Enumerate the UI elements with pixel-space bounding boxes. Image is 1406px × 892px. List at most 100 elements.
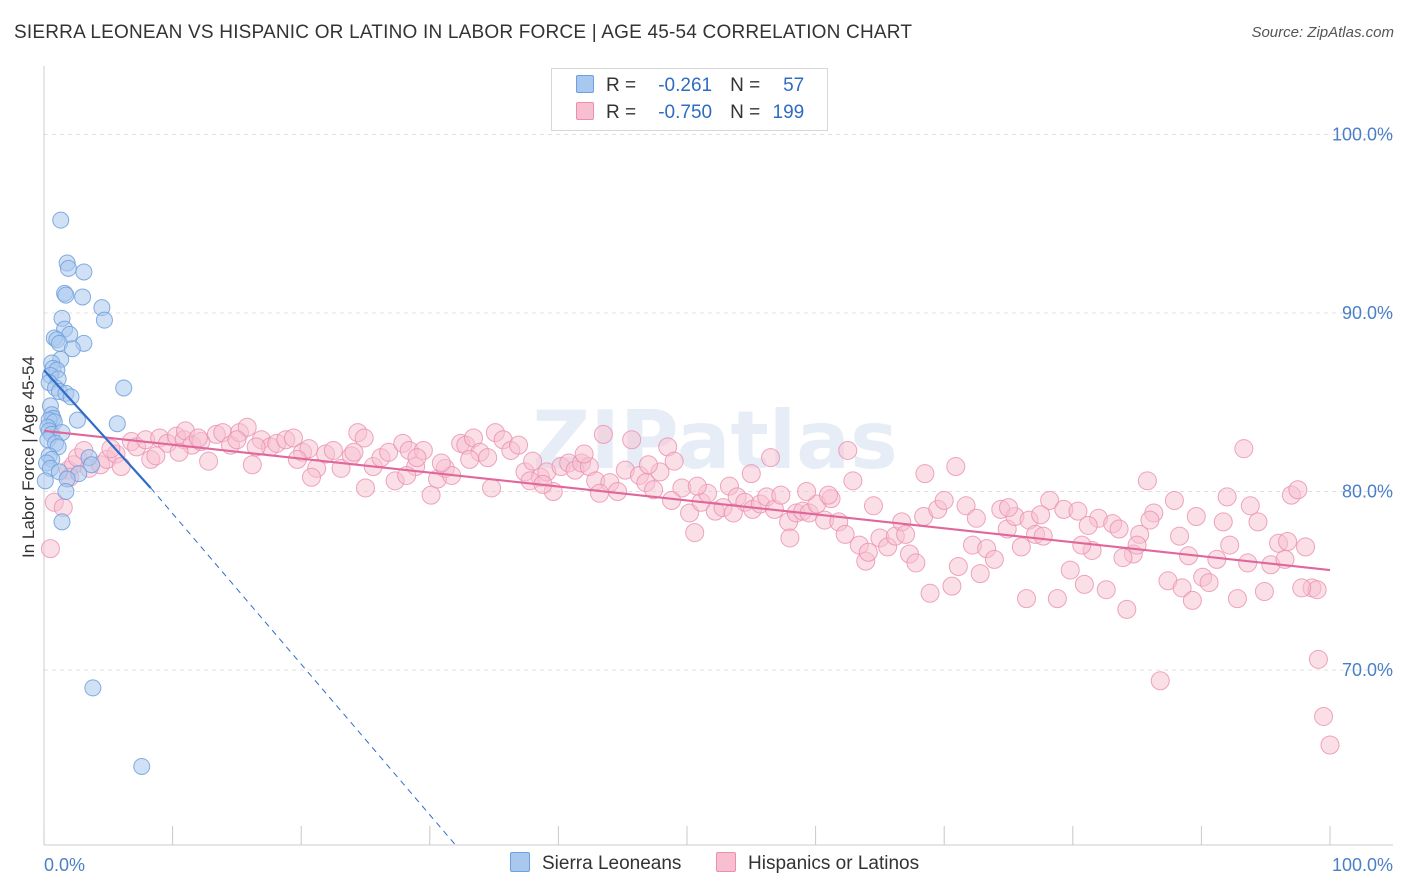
pink-point [283, 428, 303, 448]
pink-point [169, 442, 189, 462]
legend-n-value: 57 [783, 75, 805, 96]
pink-point [797, 482, 817, 502]
pink-point [1074, 574, 1094, 594]
legend-n-label: N = [730, 102, 761, 123]
pink-point [761, 448, 781, 468]
blue-point [59, 259, 77, 277]
pink-point [1033, 526, 1053, 546]
blue-trend-line [43, 369, 152, 489]
x-tick-label: 100.0% [1332, 855, 1393, 875]
bottom-legend-label-blue: Sierra Leoneans [542, 853, 682, 874]
pink-point [863, 496, 883, 516]
blue-point [75, 263, 93, 281]
pink-point [999, 498, 1018, 518]
blue-point [52, 211, 70, 229]
pink-point [1314, 706, 1334, 726]
blue-series-points [36, 211, 151, 775]
pink-series-points [40, 417, 1340, 755]
pink-point [379, 442, 399, 462]
blue-point [62, 388, 80, 406]
pink-point [956, 496, 976, 516]
bottom-legend-swatch-blue [510, 852, 530, 872]
y-tick-label: 100.0% [1332, 124, 1393, 144]
pink-point [1248, 512, 1268, 532]
pink-point [1078, 515, 1098, 535]
bottom-legend-label-pink: Hispanics or Latinos [748, 853, 920, 874]
pink-point [1170, 526, 1190, 546]
pink-point [771, 485, 791, 505]
pink-point [199, 451, 219, 471]
legend-r-value: -0.750 [658, 102, 713, 123]
pink-point [482, 478, 502, 498]
pink-point [1213, 512, 1233, 532]
pink-point [421, 485, 441, 505]
pink-point [1186, 507, 1206, 527]
pink-point [1240, 496, 1260, 516]
pink-point [1288, 480, 1308, 500]
trend-lines [43, 369, 1331, 846]
legend-swatch-pink [576, 102, 594, 120]
pink-point [227, 430, 247, 450]
legend-row-blue: R = -0.261 N = 57 [576, 75, 804, 99]
pink-point [1072, 535, 1092, 555]
pink-point [1117, 599, 1137, 619]
pink-trend-line [43, 429, 1331, 572]
pink-point [237, 417, 257, 437]
pink-point [1172, 578, 1192, 598]
pink-point [1278, 532, 1298, 552]
y-tick-label: 90.0% [1342, 303, 1393, 323]
legend-r-value: -0.261 [658, 75, 713, 96]
pink-point [838, 440, 858, 460]
bottom-legend-pink: Hispanics or Latinos [716, 852, 919, 875]
pink-point [1109, 519, 1129, 539]
blue-point [57, 483, 75, 501]
x-tick-labels: 0.0% 100.0% [44, 855, 1393, 875]
pink-point [1292, 578, 1312, 598]
pink-point [323, 440, 343, 460]
pink-point [354, 428, 374, 448]
pink-point [843, 471, 863, 491]
pink-point [1254, 581, 1274, 601]
pink-point [111, 457, 131, 477]
legend-n-value: 199 [772, 102, 805, 123]
blue-point [115, 379, 133, 397]
y-tick-label: 70.0% [1342, 660, 1393, 680]
pink-point [509, 435, 529, 455]
pink-point [1137, 471, 1157, 491]
pink-point [593, 424, 613, 444]
pink-point [242, 455, 262, 475]
pink-point [246, 437, 266, 457]
legend-row-pink: R = -0.750 N = 199 [576, 102, 804, 126]
pink-point [1182, 590, 1202, 610]
pink-point [1217, 487, 1237, 507]
pink-point [1040, 490, 1060, 510]
pink-point [1140, 510, 1160, 530]
pink-point [1068, 501, 1088, 521]
pink-point [356, 478, 375, 498]
pink-point [407, 448, 427, 468]
blue-point [68, 411, 86, 429]
pink-point [966, 508, 986, 528]
pink-point [723, 503, 743, 523]
bottom-legend-swatch-pink [716, 852, 736, 872]
pink-point [1227, 589, 1247, 609]
pink-point [574, 444, 594, 464]
pink-point [1320, 735, 1340, 755]
source-label: Source: ZipAtlas.com [1251, 24, 1394, 41]
pink-point [622, 430, 642, 450]
pink-point [460, 449, 480, 469]
legend-r-label: R = [606, 75, 637, 96]
x-tick-label: 0.0% [44, 855, 85, 875]
pink-point [946, 457, 966, 477]
pink-point [478, 448, 498, 468]
pink-point [984, 549, 1004, 569]
pink-point [685, 523, 705, 543]
pink-point [101, 439, 121, 459]
pink-point [1031, 505, 1051, 525]
legend-n-label: N = [730, 75, 761, 96]
y-axis-label: In Labor Force | Age 45-54 [19, 356, 38, 558]
stats-legend: R = -0.261 N = 57 R = -0.750 N = 199 [551, 68, 828, 131]
pink-point [590, 483, 610, 503]
pink-point [1220, 535, 1240, 555]
pink-point [1113, 548, 1133, 568]
